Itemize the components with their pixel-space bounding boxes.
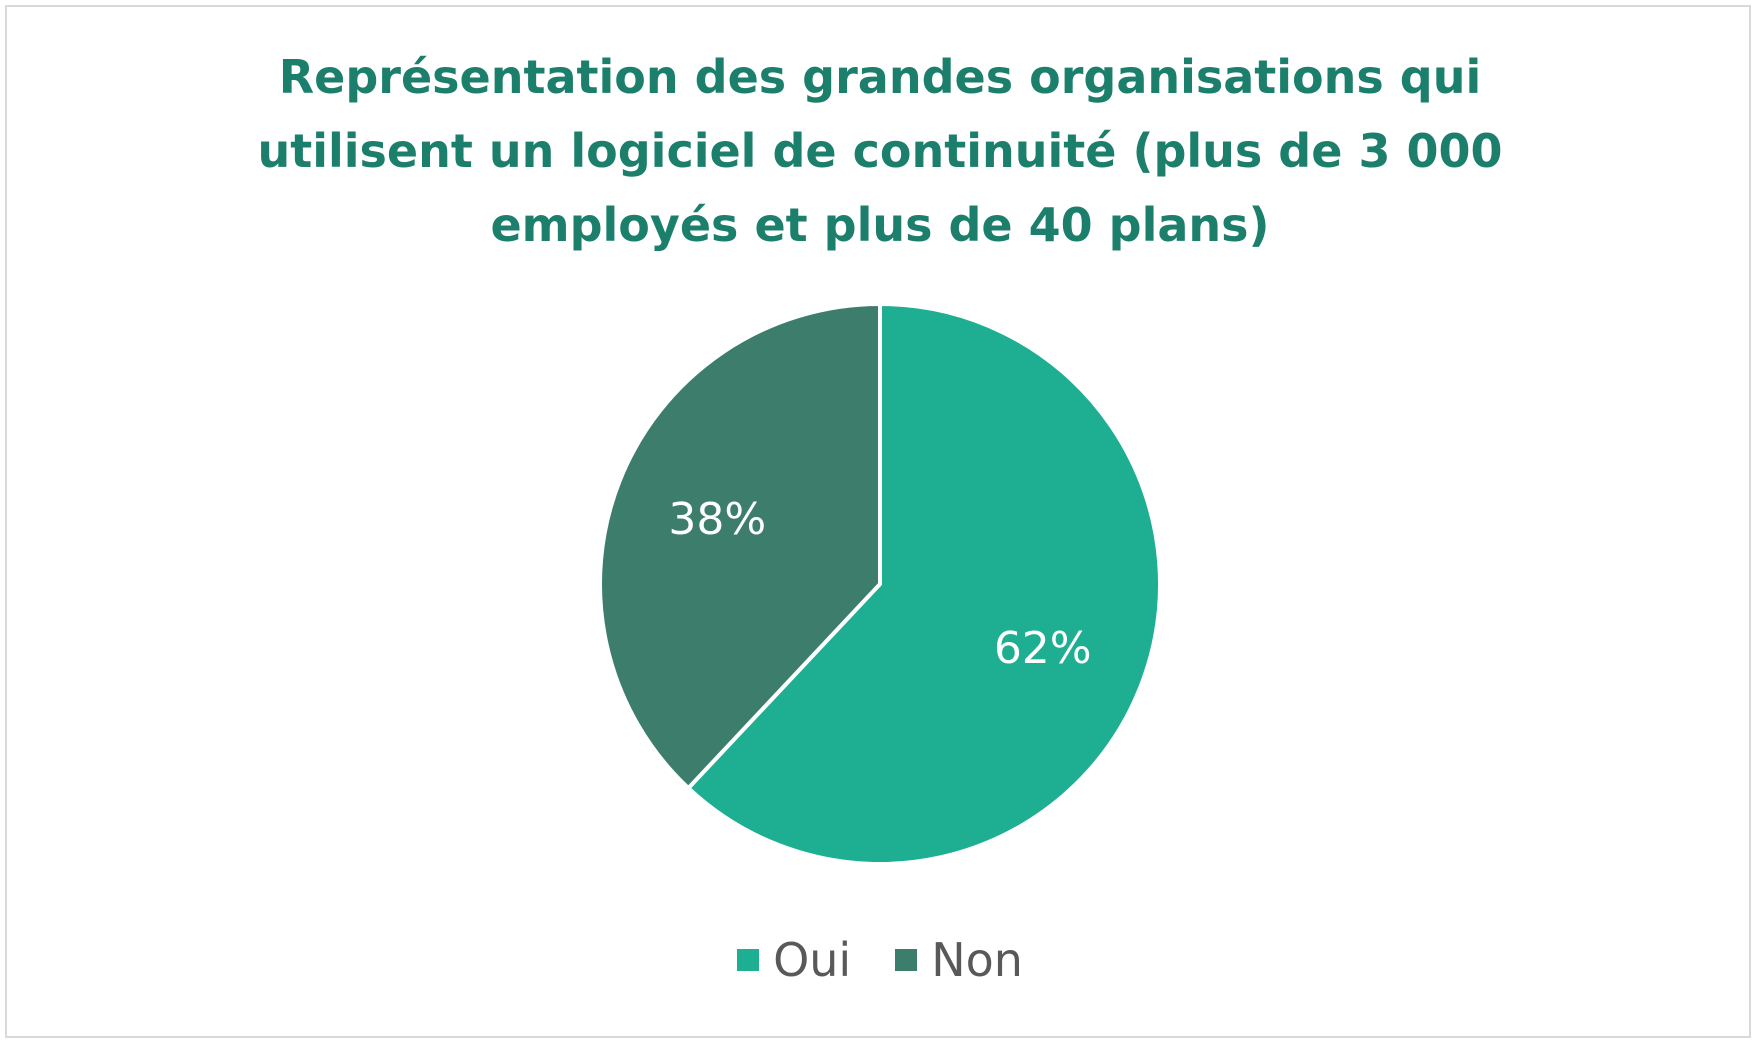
legend-label-oui: Oui — [773, 933, 852, 987]
pie-slices — [598, 302, 1162, 866]
legend-label-non: Non — [931, 933, 1023, 987]
chart-legend: Oui Non — [0, 933, 1760, 987]
legend-swatch-oui — [737, 949, 760, 971]
data-label-non: 38% — [668, 494, 766, 545]
legend-item-non: Non — [895, 933, 1023, 987]
pie-slice-oui — [686, 302, 1162, 866]
legend-swatch-non — [895, 949, 918, 971]
pie-data-labels: 62% 38% — [668, 494, 1091, 674]
data-label-oui: 62% — [994, 623, 1092, 674]
chart-title: Représentation des grandes organisations… — [257, 50, 1503, 252]
pie-slice-non — [598, 302, 882, 791]
legend-item-oui: Oui — [737, 933, 851, 987]
